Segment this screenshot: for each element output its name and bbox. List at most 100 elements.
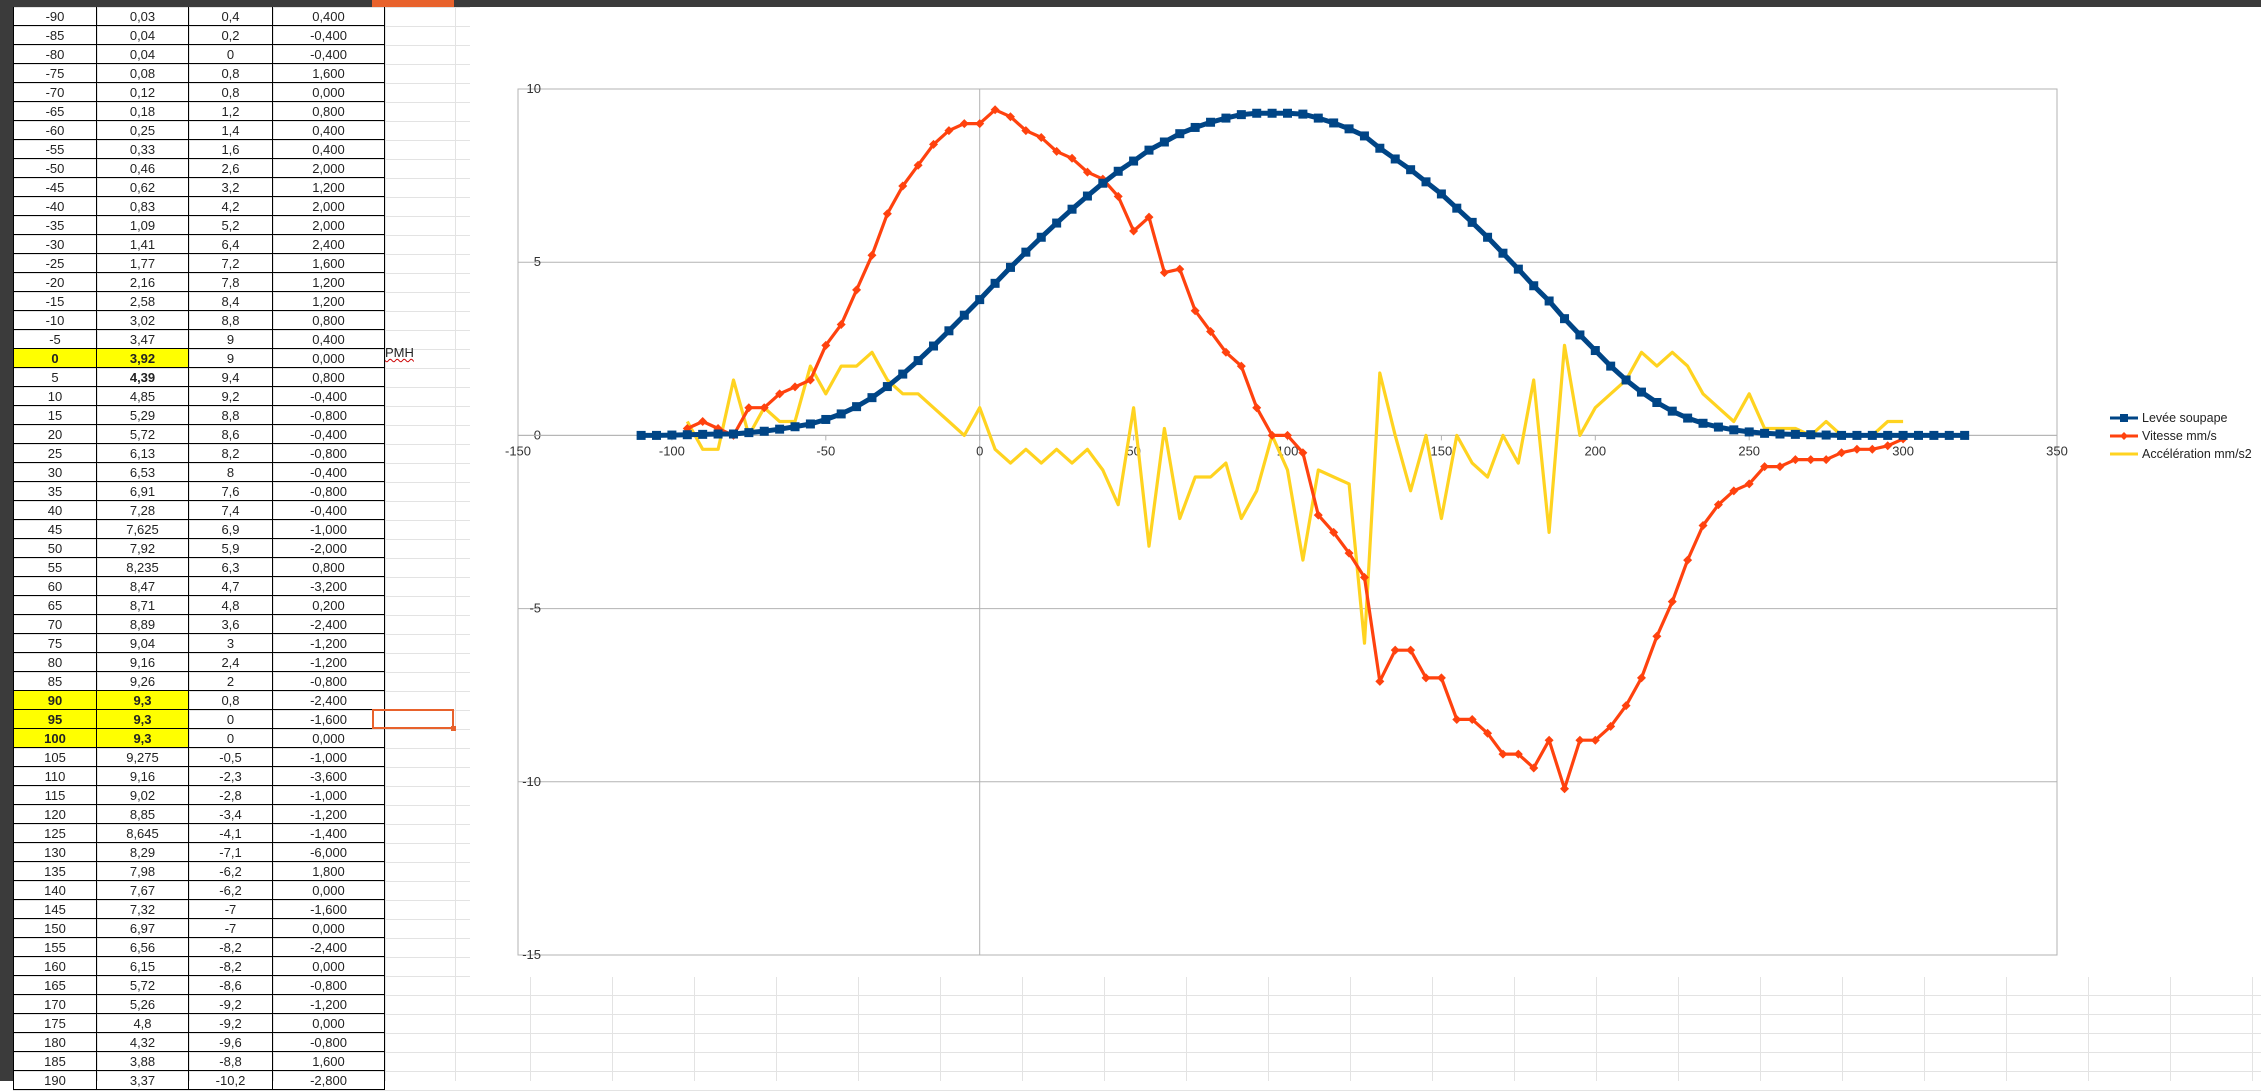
crank-angle-cell[interactable]: 105 (13, 748, 97, 767)
lift-cell[interactable]: 6,53 (97, 463, 189, 482)
speed-cell[interactable]: 5,9 (189, 539, 273, 558)
acceleration-cell[interactable]: -0,800 (273, 406, 385, 425)
crank-angle-cell[interactable]: 20 (13, 425, 97, 444)
lift-cell[interactable]: 1,41 (97, 235, 189, 254)
acceleration-cell[interactable]: 0,200 (273, 596, 385, 615)
lift-cell[interactable]: 7,92 (97, 539, 189, 558)
speed-cell[interactable]: 8,2 (189, 444, 273, 463)
speed-cell[interactable]: 0 (189, 710, 273, 729)
crank-angle-cell[interactable]: 45 (13, 520, 97, 539)
acceleration-cell[interactable]: 0,400 (273, 330, 385, 349)
selected-cell[interactable] (372, 709, 456, 731)
acceleration-cell[interactable]: -1,200 (273, 995, 385, 1014)
acceleration-cell[interactable]: -2,400 (273, 938, 385, 957)
speed-cell[interactable]: -8,8 (189, 1052, 273, 1071)
speed-cell[interactable]: 6,4 (189, 235, 273, 254)
lift-cell[interactable]: 3,88 (97, 1052, 189, 1071)
lift-cell[interactable]: 7,28 (97, 501, 189, 520)
lift-cell[interactable]: 6,13 (97, 444, 189, 463)
lift-cell[interactable]: 5,29 (97, 406, 189, 425)
lift-cell[interactable]: 7,625 (97, 520, 189, 539)
crank-angle-cell[interactable]: -30 (13, 235, 97, 254)
crank-angle-cell[interactable]: 130 (13, 843, 97, 862)
crank-angle-cell[interactable]: 40 (13, 501, 97, 520)
lift-cell[interactable]: 8,71 (97, 596, 189, 615)
acceleration-cell[interactable]: -0,400 (273, 463, 385, 482)
acceleration-cell[interactable]: -0,800 (273, 672, 385, 691)
acceleration-cell[interactable]: 1,600 (273, 1052, 385, 1071)
crank-angle-cell[interactable]: 185 (13, 1052, 97, 1071)
acceleration-cell[interactable]: 0,400 (273, 7, 385, 26)
crank-angle-cell[interactable]: -40 (13, 197, 97, 216)
lift-cell[interactable]: 6,97 (97, 919, 189, 938)
lift-cell[interactable]: 4,39 (97, 368, 189, 387)
speed-cell[interactable]: -8,2 (189, 957, 273, 976)
acceleration-cell[interactable]: 2,000 (273, 216, 385, 235)
lift-cell[interactable]: 3,47 (97, 330, 189, 349)
speed-cell[interactable]: 6,3 (189, 558, 273, 577)
speed-cell[interactable]: 2,6 (189, 159, 273, 178)
crank-angle-cell[interactable]: 75 (13, 634, 97, 653)
lift-cell[interactable]: 6,15 (97, 957, 189, 976)
speed-cell[interactable]: 8 (189, 463, 273, 482)
acceleration-cell[interactable]: -0,400 (273, 45, 385, 64)
crank-angle-cell[interactable]: 125 (13, 824, 97, 843)
lift-cell[interactable]: 1,77 (97, 254, 189, 273)
lift-cell[interactable]: 9,275 (97, 748, 189, 767)
crank-angle-cell[interactable]: 70 (13, 615, 97, 634)
speed-cell[interactable]: -0,5 (189, 748, 273, 767)
crank-angle-cell[interactable]: 65 (13, 596, 97, 615)
speed-cell[interactable]: 7,8 (189, 273, 273, 292)
lift-cell[interactable]: 4,85 (97, 387, 189, 406)
speed-cell[interactable]: 1,6 (189, 140, 273, 159)
speed-cell[interactable]: 9 (189, 330, 273, 349)
speed-cell[interactable]: 0,8 (189, 83, 273, 102)
lift-cell[interactable]: 5,72 (97, 425, 189, 444)
lift-cell[interactable]: 0,12 (97, 83, 189, 102)
acceleration-cell[interactable]: 0,000 (273, 83, 385, 102)
speed-cell[interactable]: 3,6 (189, 615, 273, 634)
speed-cell[interactable]: 7,2 (189, 254, 273, 273)
lift-cell[interactable]: 7,32 (97, 900, 189, 919)
acceleration-cell[interactable]: 0,000 (273, 729, 385, 748)
lift-cell[interactable]: 0,83 (97, 197, 189, 216)
speed-cell[interactable]: -8,2 (189, 938, 273, 957)
crank-angle-cell[interactable]: 5 (13, 368, 97, 387)
crank-angle-cell[interactable]: 160 (13, 957, 97, 976)
acceleration-cell[interactable]: -0,800 (273, 444, 385, 463)
speed-cell[interactable]: -7 (189, 919, 273, 938)
speed-cell[interactable]: -9,2 (189, 995, 273, 1014)
lift-cell[interactable]: 9,3 (97, 729, 189, 748)
crank-angle-cell[interactable]: 135 (13, 862, 97, 881)
crank-angle-cell[interactable]: 155 (13, 938, 97, 957)
lift-cell[interactable]: 6,91 (97, 482, 189, 501)
acceleration-cell[interactable]: -1,600 (273, 900, 385, 919)
acceleration-cell[interactable]: -1,600 (273, 710, 385, 729)
acceleration-cell[interactable]: -1,400 (273, 824, 385, 843)
crank-angle-cell[interactable]: -55 (13, 140, 97, 159)
acceleration-cell[interactable]: 0,000 (273, 1014, 385, 1033)
acceleration-cell[interactable]: -1,000 (273, 520, 385, 539)
crank-angle-cell[interactable]: -35 (13, 216, 97, 235)
crank-angle-cell[interactable]: 110 (13, 767, 97, 786)
crank-angle-cell[interactable]: 55 (13, 558, 97, 577)
acceleration-cell[interactable]: 1,600 (273, 64, 385, 83)
speed-cell[interactable]: 0,8 (189, 64, 273, 83)
crank-angle-cell[interactable]: 15 (13, 406, 97, 425)
speed-cell[interactable]: -6,2 (189, 862, 273, 881)
crank-angle-cell[interactable]: -25 (13, 254, 97, 273)
lift-cell[interactable]: 4,32 (97, 1033, 189, 1052)
acceleration-cell[interactable]: -6,000 (273, 843, 385, 862)
acceleration-cell[interactable]: 0,000 (273, 881, 385, 900)
acceleration-cell[interactable]: -1,000 (273, 748, 385, 767)
speed-cell[interactable]: 0 (189, 729, 273, 748)
crank-angle-cell[interactable]: -90 (13, 7, 97, 26)
lift-cell[interactable]: 0,18 (97, 102, 189, 121)
lift-cell[interactable]: 9,04 (97, 634, 189, 653)
speed-cell[interactable]: 9,4 (189, 368, 273, 387)
lift-cell[interactable]: 0,33 (97, 140, 189, 159)
acceleration-cell[interactable]: 0,000 (273, 349, 385, 368)
acceleration-cell[interactable]: 0,400 (273, 121, 385, 140)
speed-cell[interactable]: 0,4 (189, 7, 273, 26)
acceleration-cell[interactable]: 1,600 (273, 254, 385, 273)
